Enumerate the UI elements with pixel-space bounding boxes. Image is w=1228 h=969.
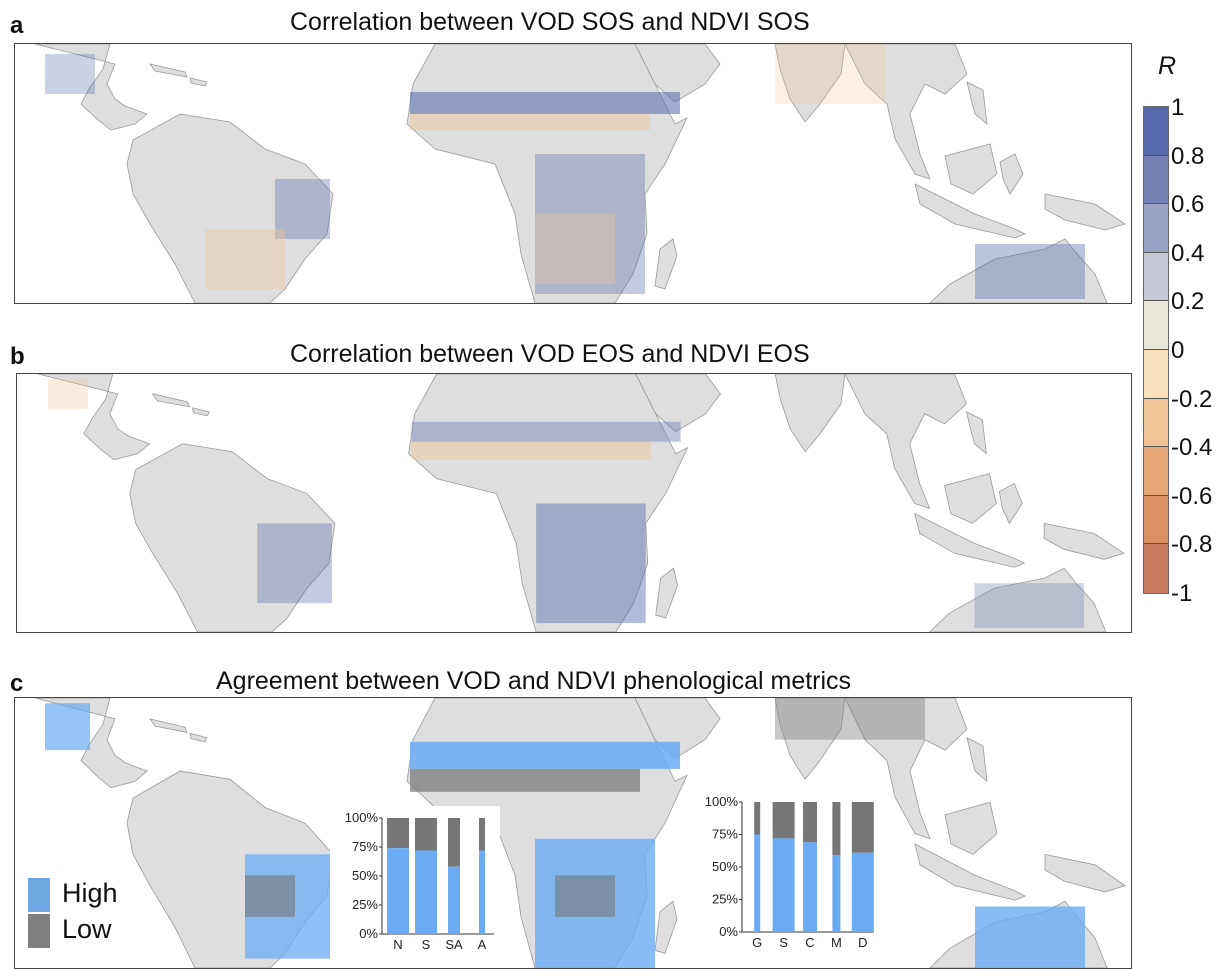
india-landmass bbox=[774, 44, 846, 123]
australia-landmass bbox=[929, 238, 1108, 303]
inset-x-tick-label: SA bbox=[445, 937, 463, 952]
inset-bar-low bbox=[387, 818, 409, 849]
colorbar-segment bbox=[1144, 252, 1168, 302]
legend-swatch-low bbox=[28, 914, 50, 948]
arabia-landmass bbox=[634, 44, 721, 103]
inset-y-tick-label: 0% bbox=[359, 926, 378, 941]
inset-bar-high bbox=[448, 866, 460, 934]
inset-bar-high bbox=[754, 834, 761, 932]
inset-bar-high bbox=[387, 848, 409, 934]
inset-y-tick-label: 25% bbox=[712, 892, 738, 907]
inset-chart-landcover: 100% 75% 50% 25% 0% G S C M D bbox=[694, 790, 878, 958]
colorbar-tick-label: 0.4 bbox=[1171, 239, 1205, 267]
colorbar-segment bbox=[1144, 447, 1168, 496]
tropics-map-a bbox=[34, 44, 1126, 303]
legend-label-high: High bbox=[62, 878, 118, 908]
legend-swatch-high bbox=[28, 878, 50, 912]
inset-y-tick-label: 50% bbox=[352, 868, 378, 883]
inset-y-tick-label: 100% bbox=[345, 810, 379, 825]
colorbar-tick-label: 0 bbox=[1171, 337, 1185, 364]
correlation-pattern-a bbox=[45, 44, 1085, 299]
caribbean-islands bbox=[149, 63, 208, 87]
tropics-map-c bbox=[34, 698, 1126, 968]
inset-bar-high bbox=[415, 850, 437, 934]
panel-c-letter: c bbox=[10, 670, 24, 697]
tropics-map-b bbox=[37, 374, 1125, 632]
map-panel-a bbox=[14, 43, 1132, 304]
southeast-asia-landmass bbox=[844, 44, 968, 180]
colorbar-title: R bbox=[1158, 52, 1177, 80]
inset-bar-low bbox=[851, 802, 874, 853]
colorbar-tick-label: -0.2 bbox=[1171, 385, 1213, 413]
new-guinea bbox=[1044, 193, 1126, 231]
colorbar-segment bbox=[1144, 301, 1168, 350]
colorbar-tick-label: 1 bbox=[1171, 94, 1185, 121]
inset-bar-low bbox=[448, 818, 460, 867]
inset-x-tick-label: S bbox=[422, 937, 431, 952]
correlation-pattern-b bbox=[48, 378, 1085, 629]
colorbar-segment bbox=[1144, 155, 1168, 205]
inset-x-tick-label: S bbox=[779, 935, 788, 950]
inset-x-tick-label: D bbox=[858, 935, 867, 950]
colorbar-tick-label: 0.2 bbox=[1171, 288, 1205, 316]
map-panel-c bbox=[14, 697, 1132, 969]
central-america-landmass bbox=[34, 44, 148, 131]
panel-b-title: Correlation between VOD EOS and NDVI EOS bbox=[290, 340, 810, 368]
colorbar-tick-label: -0.4 bbox=[1171, 434, 1213, 462]
colorbar-segment bbox=[1144, 204, 1168, 253]
inset-bar-low bbox=[772, 802, 795, 839]
map-panel-b bbox=[16, 373, 1132, 633]
colorbar-tick-label: -0.6 bbox=[1171, 482, 1213, 510]
madagascar bbox=[654, 238, 678, 290]
colorbar-segment bbox=[1144, 398, 1168, 448]
indonesia-islands bbox=[914, 143, 1026, 239]
inset-bar-low bbox=[479, 818, 485, 851]
inset-bar-low bbox=[754, 802, 761, 835]
inset-x-tick-label: A bbox=[478, 937, 487, 952]
inset-bar-high bbox=[479, 850, 485, 934]
south-america-landmass bbox=[126, 113, 334, 303]
inset-axes bbox=[741, 802, 874, 933]
panel-b-letter: b bbox=[10, 343, 25, 370]
colorbar-tick-label: -0.8 bbox=[1171, 531, 1213, 559]
inset-x-tick-label: N bbox=[393, 937, 402, 952]
panel-a-title: Correlation between VOD SOS and NDVI SOS bbox=[290, 8, 810, 36]
legend-label-low: Low bbox=[62, 914, 112, 944]
inset-bar-high bbox=[803, 842, 817, 932]
inset-x-tick-label: C bbox=[805, 935, 814, 950]
colorbar-tick-label: 0.8 bbox=[1171, 142, 1205, 170]
inset-bar-high bbox=[832, 855, 841, 932]
inset-y-tick-label: 75% bbox=[712, 827, 738, 842]
panel-a-letter: a bbox=[10, 12, 24, 39]
colorbar-segment bbox=[1144, 349, 1168, 399]
inset-y-tick-label: 75% bbox=[352, 839, 378, 854]
colorbar-tick-label: 0.6 bbox=[1171, 191, 1205, 219]
panel-c-title: Agreement between VOD and NDVI phenologi… bbox=[216, 667, 852, 695]
inset-y-tick-label: 25% bbox=[352, 897, 378, 912]
inset-bar-high bbox=[772, 838, 795, 932]
philippines-islands bbox=[966, 81, 988, 125]
colorbar-segment bbox=[1144, 495, 1168, 545]
inset-chart-continents: 100% 75% 50% 25% 0% N S SA A bbox=[330, 806, 500, 958]
colorbar-segment bbox=[1144, 107, 1168, 156]
inset-y-tick-label: 50% bbox=[712, 859, 738, 874]
inset-bar-high bbox=[851, 852, 874, 932]
inset-bar-low bbox=[803, 802, 817, 843]
inset-bar-low bbox=[415, 818, 437, 851]
inset-x-tick-label: M bbox=[831, 935, 842, 950]
colorbar bbox=[1143, 106, 1169, 594]
inset-bar-low bbox=[832, 802, 841, 856]
inset-y-tick-label: 0% bbox=[719, 924, 738, 939]
inset-y-tick-label: 100% bbox=[705, 794, 739, 809]
inset-x-tick-label: G bbox=[752, 935, 762, 950]
colorbar-segment bbox=[1144, 544, 1168, 593]
colorbar-tick-label: -1 bbox=[1171, 580, 1193, 607]
